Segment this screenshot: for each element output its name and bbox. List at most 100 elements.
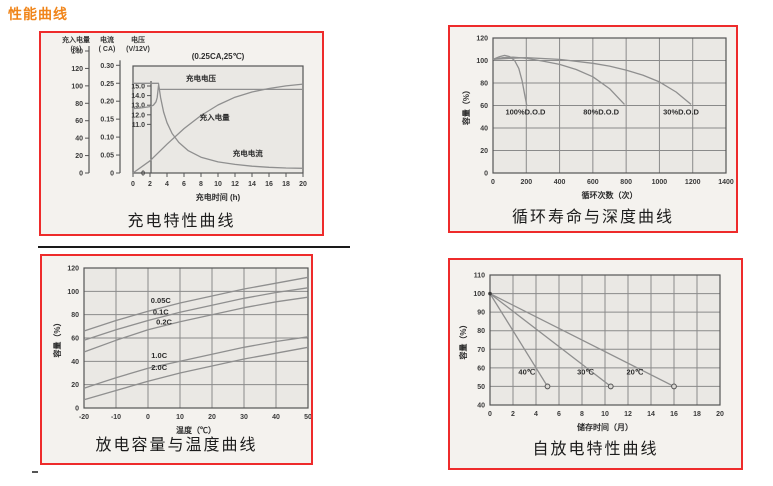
- y-tick-label: 0.25: [100, 81, 114, 88]
- y-tick-label: 40: [75, 136, 83, 143]
- cycle-life-depth-chart: 0 200 400 600 800 1000 1200 1400 0 20 40 60 80 100 120…: [461, 36, 734, 201]
- y-tick-label: 0: [141, 171, 145, 178]
- y-tick-label: 80: [480, 81, 488, 88]
- x-tick-label: 1200: [685, 179, 701, 186]
- y-tick-label: 80: [75, 101, 83, 108]
- y-axis-label: 容量（%）: [461, 86, 471, 126]
- curve-label: 20℃: [627, 367, 644, 376]
- x-tick-label: 10: [176, 414, 184, 421]
- curve-label: 0.05C: [151, 296, 172, 305]
- x-axis-label: 充电时间 (h): [196, 192, 241, 202]
- x-tick-label: 1400: [718, 179, 734, 186]
- curve: [492, 54, 528, 106]
- x-tick-label: 30: [240, 414, 248, 421]
- curve: [489, 293, 675, 387]
- y-tick-label: 40: [477, 403, 485, 410]
- x-tick-label: 16: [265, 181, 273, 188]
- curve: [492, 57, 692, 105]
- y-tick-label: 80: [477, 328, 485, 335]
- chart-condition: (0.25CA,25℃): [192, 52, 245, 61]
- x-tick-label: 2: [148, 181, 152, 188]
- y-tick-label: 0: [79, 171, 83, 178]
- y-axis-label: 容量（%）: [458, 320, 468, 360]
- y-tick-label: 0: [75, 406, 79, 413]
- plot-border: [489, 274, 721, 406]
- axis-title: 电流: [100, 35, 114, 44]
- axis-unit: ( CA): [99, 46, 116, 53]
- discharge-capacity-temperature-chart: -20 -10 0 10 20 30 40 50 0 20 40 60 80 100 120 温度（℃） 容量（…: [52, 266, 311, 436]
- x-tick-label: 18: [282, 181, 290, 188]
- x-tick-label: 0: [491, 179, 495, 186]
- x-tick-label: 16: [670, 411, 678, 418]
- x-tick-label: 2: [511, 411, 515, 418]
- stray-mark: [32, 471, 38, 473]
- y-tick-label: 120: [71, 66, 83, 73]
- x-tick-label: 600: [587, 179, 599, 186]
- y-tick-label: 15.0: [131, 84, 145, 91]
- curve-label: 30℃: [577, 367, 594, 376]
- y-tick-label: 60: [75, 118, 83, 125]
- chart-panel-charge-characteristics: 0 2 4 6 8 10 12 14 16 18 20 充电时间 (h) (0.25CA,25℃) 0 20…: [39, 31, 324, 236]
- x-tick-label: 8: [580, 411, 584, 418]
- y-tick-label: 14.0: [131, 93, 145, 100]
- y-tick-label: 60: [480, 103, 488, 110]
- axis-unit: (V/12V): [126, 46, 150, 53]
- y-tick-label: 120: [67, 266, 79, 273]
- y-tick-label: 20: [71, 382, 79, 389]
- x-tick-label: 12: [624, 411, 632, 418]
- curve: [83, 346, 309, 401]
- y-tick-label: 0.15: [100, 117, 114, 124]
- curve-label: 40℃: [518, 367, 535, 376]
- x-tick-label: 10: [601, 411, 609, 418]
- chart-panel-cycle-life: 0 200 400 600 800 1000 1200 1400 0 20 40 60 80 100 120…: [448, 25, 738, 233]
- x-tick-label: 800: [620, 179, 632, 186]
- y-tick-label: 120: [476, 36, 488, 43]
- x-tick-label: 40: [272, 414, 280, 421]
- curve-label: 0.1C: [153, 308, 169, 317]
- y-tick-label: 70: [477, 347, 485, 354]
- x-tick-label: 400: [554, 179, 566, 186]
- y-tick-label: 100: [67, 289, 79, 296]
- x-axis-label: 循环次数（次）: [581, 190, 638, 200]
- y-tick-label: 140: [71, 49, 83, 56]
- axis-unit: (%): [71, 46, 82, 53]
- y-tick-label: 100: [71, 83, 83, 90]
- x-axis-label: 温度（℃）: [176, 425, 216, 435]
- y-tick-label: 0: [484, 171, 488, 178]
- axis-title: 充入电量: [62, 35, 90, 44]
- y-tick-label: 0.05: [100, 153, 114, 160]
- y-tick-label: 110: [474, 273, 485, 280]
- y-tick-label: 40: [71, 359, 79, 366]
- curve-label: 30%D.O.D: [663, 108, 699, 117]
- chart-panel-self-discharge: 0 2 4 6 8 10 12 14 16 18 20 40 50 60 70 80 90 100 110 储存时间（…: [448, 258, 743, 470]
- plot-border: [492, 37, 727, 174]
- end-marker: [544, 383, 551, 390]
- chart-caption: 循环寿命与深度曲线: [511, 209, 674, 226]
- x-tick-label: 8: [199, 181, 203, 188]
- curve-label: 0.2C: [156, 318, 172, 327]
- y-tick-label: 0: [110, 171, 114, 178]
- x-tick-label: 0: [146, 414, 150, 421]
- x-tick-label: 200: [520, 179, 532, 186]
- x-tick-label: 0: [131, 181, 135, 188]
- x-tick-label: 18: [693, 411, 701, 418]
- curve-label: 100%D.O.D: [505, 108, 546, 117]
- plot-border: [83, 267, 309, 409]
- chart-caption: 充电特性曲线: [127, 213, 236, 230]
- y-tick-label: 90: [477, 310, 485, 317]
- x-tick-label: 14: [248, 181, 256, 188]
- curve: [83, 296, 309, 353]
- axis-title: 电压: [131, 35, 145, 44]
- x-tick-label: 1000: [652, 179, 668, 186]
- y-tick-label: 80: [71, 312, 79, 319]
- chart-caption: 放电容量与温度曲线: [95, 437, 258, 454]
- plot-area: [133, 66, 303, 173]
- y-tick-label: 20: [480, 148, 488, 155]
- divider-line: [38, 246, 350, 248]
- x-tick-label: 6: [182, 181, 186, 188]
- y-tick-label: 100: [476, 58, 488, 65]
- y-tick-label: 60: [477, 365, 485, 372]
- y-tick-label: 12.0: [131, 112, 145, 119]
